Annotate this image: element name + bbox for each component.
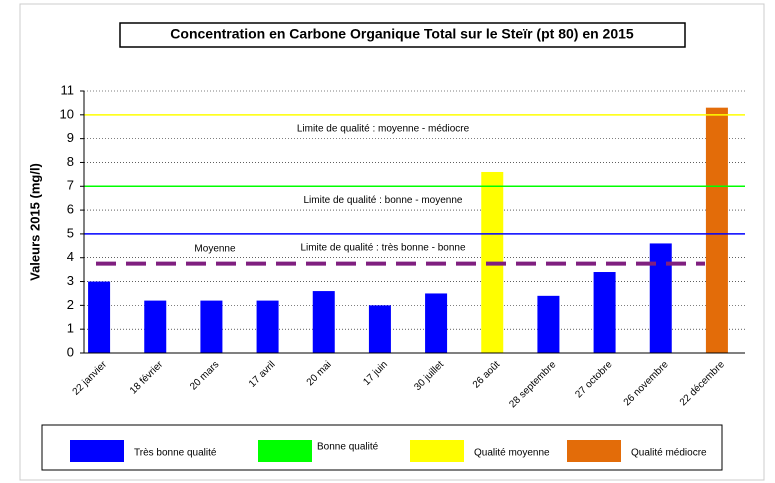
legend-swatch (567, 440, 621, 462)
title-box (119, 22, 686, 48)
bar (144, 300, 167, 353)
bar (537, 295, 560, 353)
x-tick-label: 22 janvier (71, 359, 110, 398)
reference-label: Limite de qualité : très bonne - bonne (300, 243, 466, 254)
y-tick-label: 3 (67, 273, 74, 288)
legend-label: Très bonne qualité (134, 448, 217, 459)
reference-label: Limite de qualité : bonne - moyenne (304, 195, 463, 206)
x-tick-label: 22 décembre (678, 359, 727, 408)
x-tick-label: 28 septembre (507, 359, 558, 410)
y-tick-label: 6 (67, 202, 74, 217)
y-tick-label: 5 (67, 225, 74, 240)
legend-label: Qualité moyenne (474, 448, 550, 459)
y-tick-label: 4 (67, 249, 74, 264)
y-tick-label: 8 (67, 154, 74, 169)
bar (200, 300, 223, 353)
bar (88, 281, 111, 353)
y-axis-label: Valeurs 2015 (mg/l) (27, 163, 42, 281)
chart-title: Concentration en Carbone Organique Total… (170, 26, 634, 42)
frame (19, 3, 765, 481)
bar (312, 291, 335, 353)
x-tick-label: 20 mars (188, 359, 221, 392)
y-tick-label: 0 (67, 344, 74, 359)
bar (705, 107, 728, 353)
x-tick-label: 26 novembre (622, 359, 671, 408)
legend-label: Bonne qualité (317, 442, 379, 453)
y-tick-label: 11 (61, 82, 75, 97)
x-tick-label: 18 février (128, 359, 166, 397)
bar (649, 243, 672, 353)
reference-label: Limite de qualité : moyenne - médiocre (297, 123, 470, 134)
legend-swatch (258, 440, 312, 462)
x-tick-label: 26 août (471, 359, 503, 391)
bar (425, 293, 448, 353)
y-tick-label: 9 (67, 130, 74, 145)
x-tick-label: 20 mai (305, 359, 334, 388)
x-tick-label: 17 juin (361, 359, 390, 388)
bar (593, 272, 616, 353)
mean-label: Moyenne (194, 243, 236, 254)
legend-label: Qualité médiocre (631, 448, 707, 459)
y-tick-label: 1 (67, 321, 74, 336)
bar (256, 300, 279, 353)
x-tick-label: 17 avril (247, 359, 278, 390)
y-tick-label: 2 (67, 297, 74, 312)
y-tick-label: 10 (60, 106, 74, 121)
legend-swatch (70, 440, 124, 462)
x-tick-label: 30 juillet (412, 359, 446, 393)
x-tick-label: 27 octobre (573, 359, 615, 401)
y-tick-label: 7 (67, 178, 74, 193)
bar (368, 305, 391, 353)
legend-swatch (410, 440, 464, 462)
